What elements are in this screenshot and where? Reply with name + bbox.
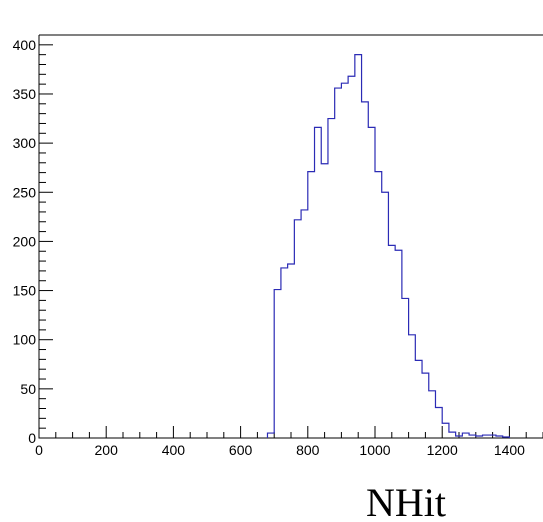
y-tick-label: 400 — [13, 37, 37, 53]
x-tick-label: 0 — [35, 442, 43, 458]
y-tick-label: 150 — [13, 283, 37, 299]
y-tick-label: 350 — [13, 86, 37, 102]
y-tick-label: 250 — [13, 184, 37, 200]
y-tick-label: 300 — [13, 135, 37, 151]
x-tick-label: 200 — [95, 442, 119, 458]
x-tick-label: 1200 — [427, 442, 458, 458]
x-axis: 0 200 400 600 800 1000 1200 1400 — [35, 426, 543, 458]
x-tick-label: 600 — [229, 442, 253, 458]
y-axis: 0 50 100 150 200 250 300 350 400 — [13, 34, 53, 446]
x-tick-label: 800 — [296, 442, 320, 458]
y-tick-label: 200 — [13, 233, 37, 249]
plot-border — [38, 34, 543, 439]
x-tick-label: 1400 — [494, 442, 525, 458]
y-tick-label: 0 — [28, 430, 36, 446]
x-axis-label: NHit — [366, 480, 446, 522]
x-tick-label: 1000 — [359, 442, 390, 458]
plot-frame — [38, 34, 543, 439]
y-tick-label: 100 — [13, 332, 37, 348]
y-tick-label: 50 — [20, 381, 36, 397]
x-tick-label: 400 — [162, 442, 186, 458]
histogram-line — [266, 54, 510, 438]
